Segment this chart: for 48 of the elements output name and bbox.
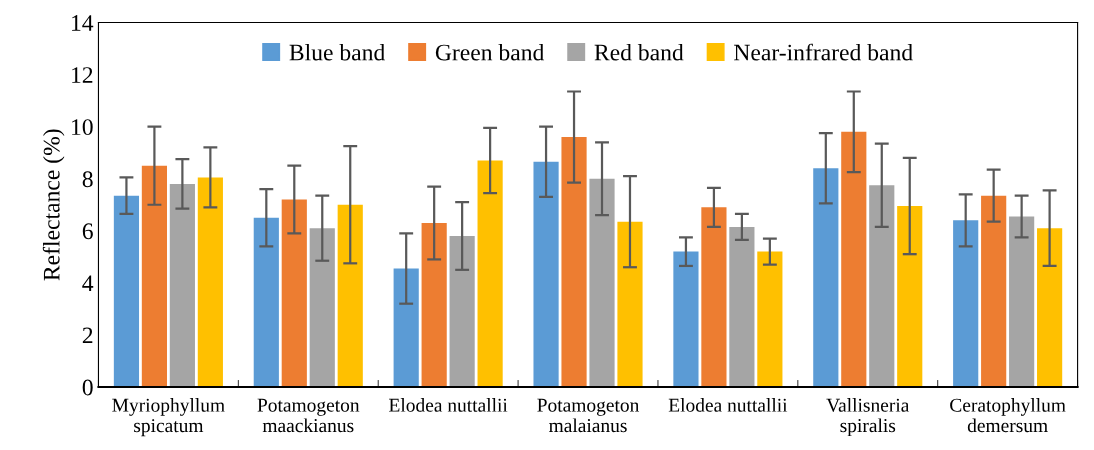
bar xyxy=(841,131,867,387)
bar xyxy=(869,185,895,387)
y-tick-label: 8 xyxy=(82,171,93,188)
legend-label: Near-infrared band xyxy=(734,43,913,61)
y-tick-label: 14 xyxy=(72,15,94,31)
bar xyxy=(701,207,727,387)
legend-label: Red band xyxy=(594,43,684,61)
bar xyxy=(337,204,363,387)
bar xyxy=(449,235,475,387)
bar xyxy=(757,251,783,387)
bar xyxy=(673,251,699,387)
bar xyxy=(309,228,335,387)
bar xyxy=(393,268,419,387)
bar xyxy=(813,168,839,387)
y-tick-label: 4 xyxy=(82,275,94,292)
bar xyxy=(897,206,923,387)
bar xyxy=(141,165,167,387)
bar xyxy=(589,178,615,387)
x-tick-label: Vallisneria spiralis xyxy=(826,398,910,437)
y-axis-title: Reflectance (%) xyxy=(42,129,65,281)
bar xyxy=(477,160,503,387)
bar xyxy=(197,177,223,387)
bar xyxy=(281,199,307,387)
x-tick-label: Myriophyllum spicatum xyxy=(112,398,225,437)
bar xyxy=(253,217,279,387)
bar xyxy=(953,220,979,387)
y-tick-label: 10 xyxy=(72,119,93,136)
legend-label: Blue band xyxy=(289,43,385,61)
bar xyxy=(421,222,447,387)
x-tick-label: Potamogeton maackianus xyxy=(257,398,360,433)
y-tick-label: 0 xyxy=(82,379,93,396)
legend-label: Green band xyxy=(435,43,545,61)
y-tick-label: 12 xyxy=(72,67,93,83)
x-tick-label: Potamogeton malaianus xyxy=(537,398,640,433)
bar xyxy=(561,137,587,387)
bar xyxy=(617,221,643,387)
bar xyxy=(169,183,195,387)
x-tick-label: Ceratophyllum demersum xyxy=(950,398,1066,433)
y-tick-label: 2 xyxy=(82,327,93,344)
y-tick-label: 6 xyxy=(82,223,93,240)
bar xyxy=(1037,228,1063,387)
bar xyxy=(1009,216,1035,387)
bar xyxy=(729,226,755,387)
bar xyxy=(981,195,1007,387)
bar xyxy=(533,161,559,387)
x-tick-label: Elodea nuttallii xyxy=(389,398,508,412)
bar xyxy=(113,195,140,387)
x-tick-label: Elodea nuttallii xyxy=(668,398,788,412)
